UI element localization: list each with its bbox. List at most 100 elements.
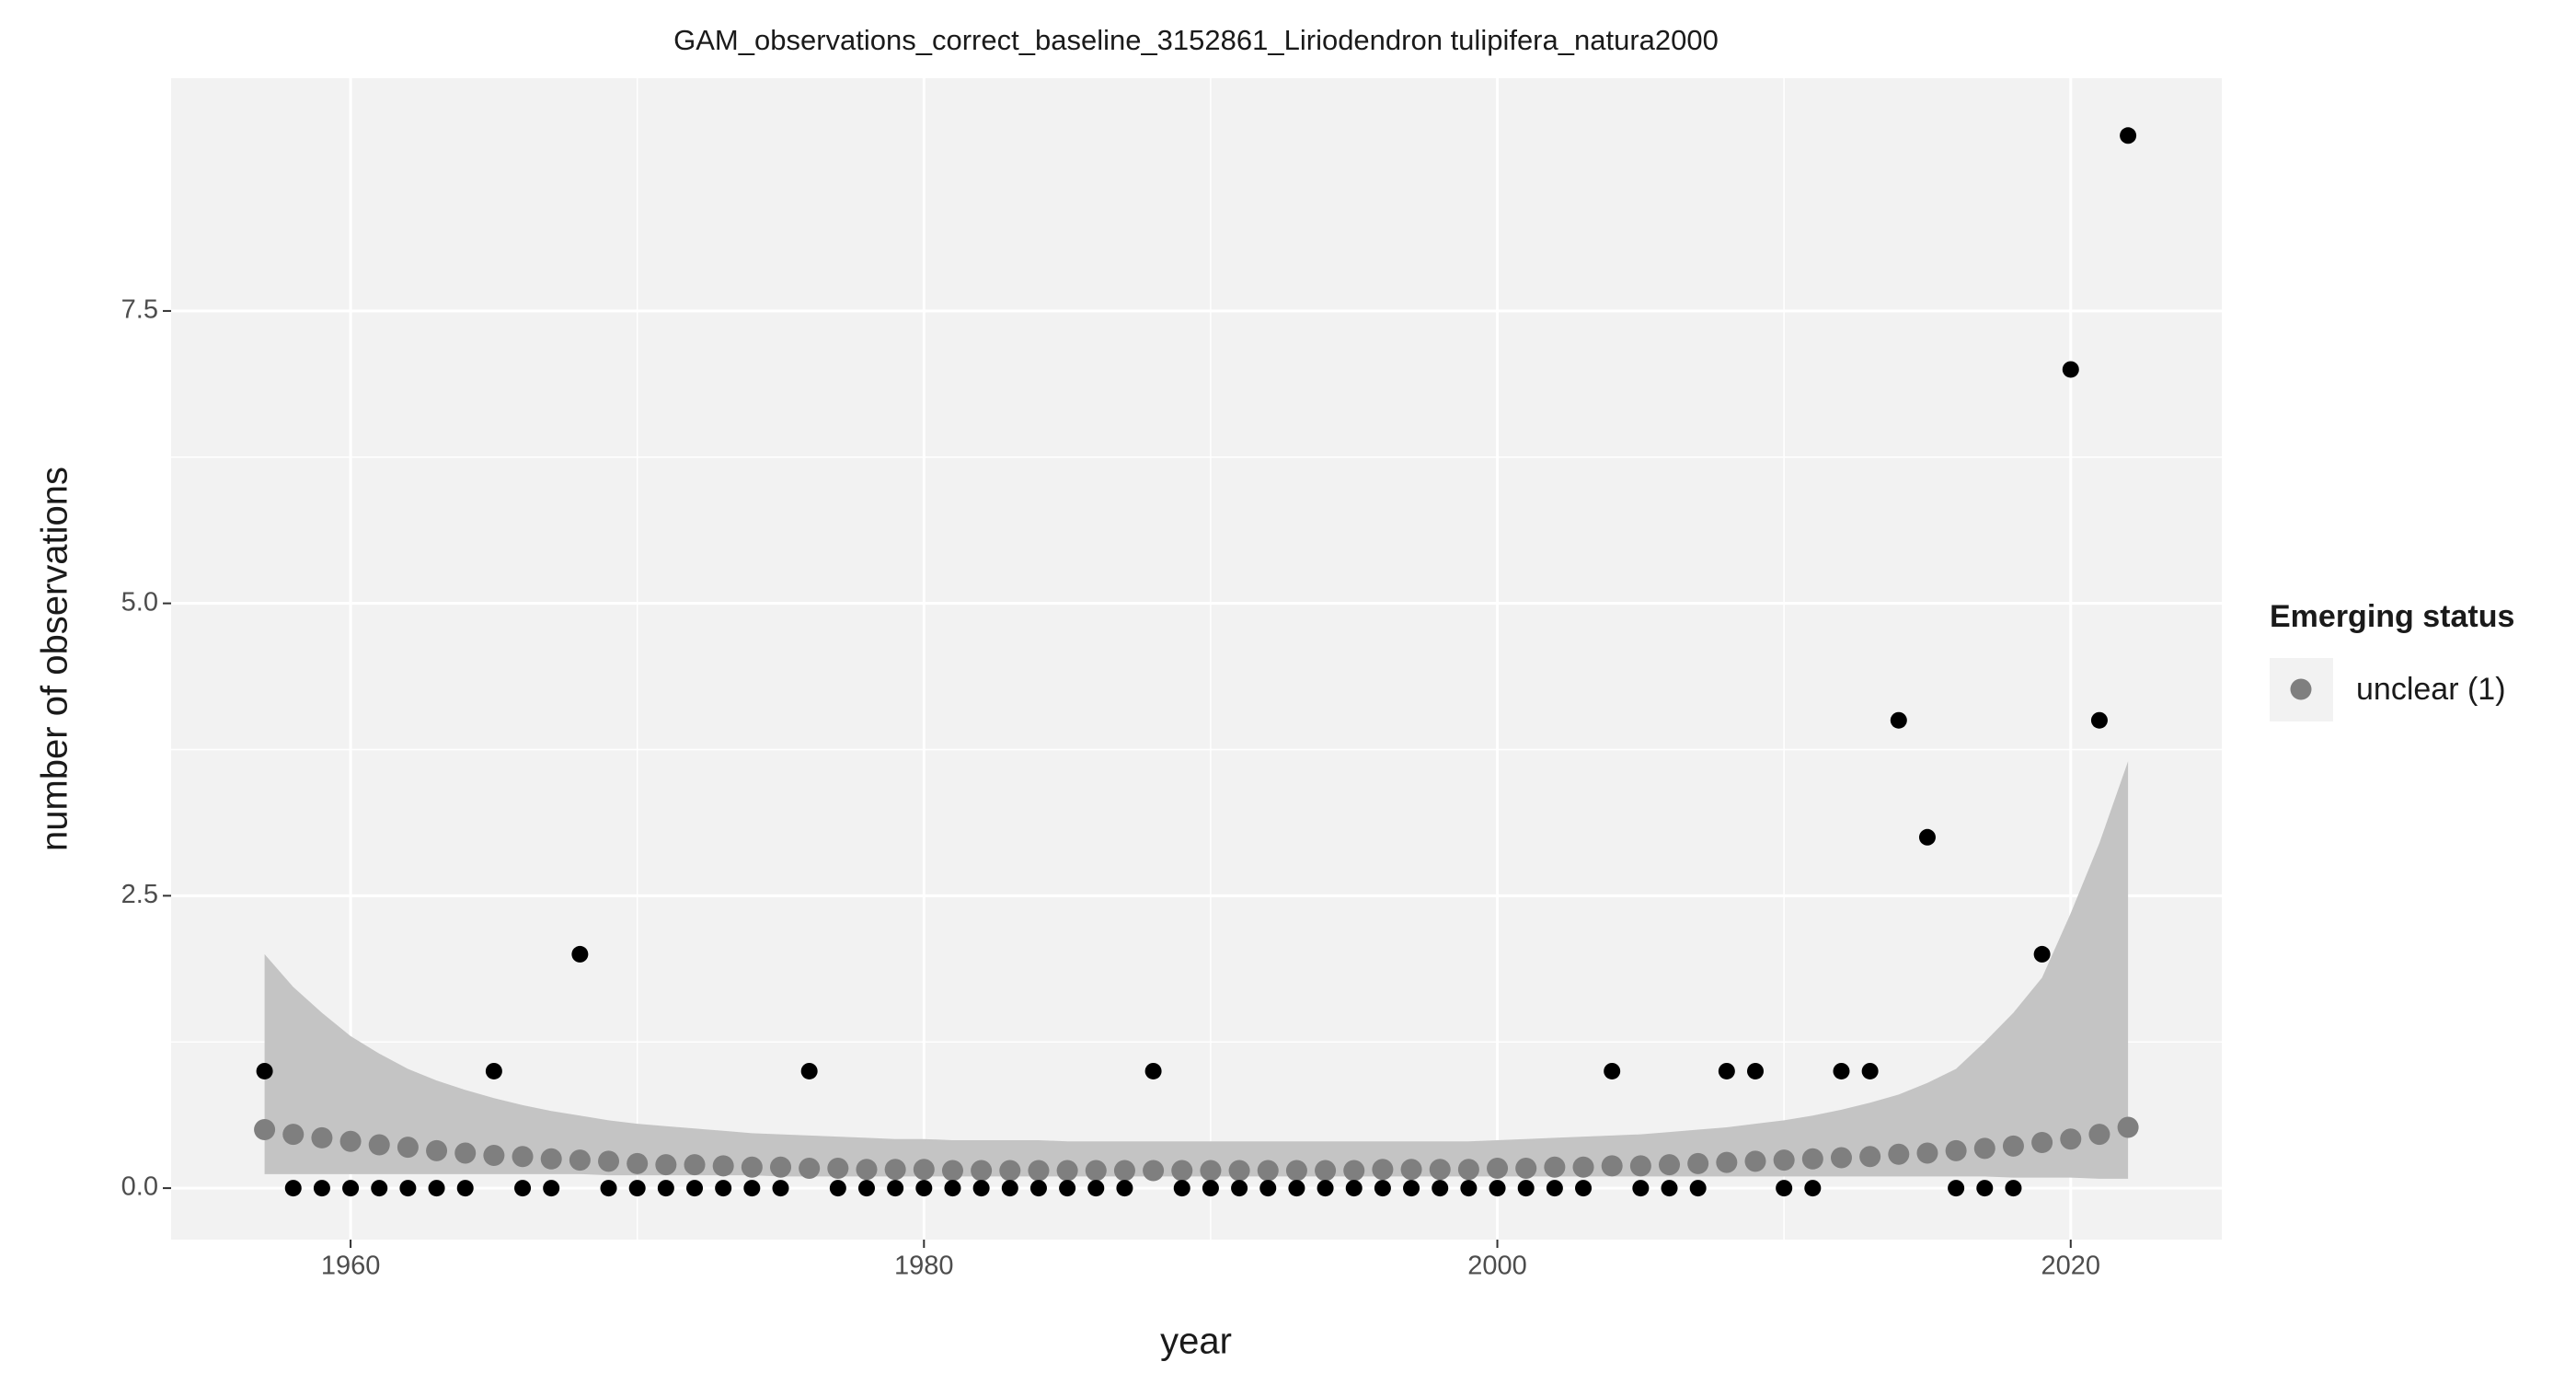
- observation-point: [1575, 1180, 1593, 1197]
- legend-title: Emerging status: [2270, 599, 2514, 634]
- fit-point: [569, 1149, 591, 1171]
- fit-point: [2002, 1135, 2024, 1157]
- observation-point: [2120, 127, 2137, 144]
- observation-point: [1432, 1180, 1449, 1197]
- fit-point: [254, 1119, 276, 1141]
- fit-point: [512, 1146, 534, 1168]
- observation-point: [772, 1180, 789, 1197]
- observation-point: [1345, 1180, 1363, 1197]
- fit-point: [1830, 1147, 1852, 1169]
- fit-point: [1457, 1159, 1479, 1181]
- observation-point: [915, 1180, 933, 1197]
- observation-point: [743, 1180, 761, 1197]
- observation-point: [887, 1180, 904, 1197]
- observation-point: [1489, 1180, 1506, 1197]
- observation-point: [1202, 1180, 1219, 1197]
- observation-point: [1001, 1180, 1018, 1197]
- fit-point: [1629, 1155, 1651, 1177]
- observation-point: [256, 1062, 273, 1079]
- fit-point: [2060, 1128, 2082, 1150]
- fit-point: [397, 1137, 419, 1159]
- fit-point: [1601, 1155, 1623, 1177]
- y-tick-label: 7.5: [121, 295, 158, 325]
- fit-point: [1487, 1157, 1509, 1179]
- observation-point: [1776, 1180, 1793, 1197]
- observation-point: [1374, 1180, 1391, 1197]
- fit-point: [540, 1148, 562, 1170]
- observation-point: [1890, 711, 1907, 729]
- fit-point: [799, 1157, 821, 1179]
- observation-point: [1288, 1180, 1305, 1197]
- observation-point: [1948, 1180, 1965, 1197]
- observation-point: [1173, 1180, 1190, 1197]
- fit-point: [655, 1154, 677, 1176]
- fit-point: [1888, 1143, 1910, 1165]
- fit-point: [1544, 1156, 1566, 1178]
- fit-point: [1143, 1160, 1165, 1182]
- observation-point: [1718, 1062, 1735, 1079]
- observation-point: [944, 1180, 961, 1197]
- observation-point: [857, 1180, 875, 1197]
- y-tick-label: 5.0: [121, 587, 158, 617]
- observation-point: [342, 1180, 360, 1197]
- fit-point: [1085, 1160, 1107, 1182]
- y-tick-label: 0.0: [121, 1172, 158, 1202]
- observation-point: [657, 1180, 674, 1197]
- grid: [171, 78, 2222, 1240]
- fit-point: [999, 1160, 1021, 1182]
- observation-point: [1833, 1062, 1850, 1079]
- fit-point: [941, 1160, 963, 1182]
- observation-point: [313, 1180, 330, 1197]
- panel-background: [171, 78, 2222, 1240]
- observation-point: [399, 1180, 417, 1197]
- confidence-ribbon: [264, 761, 2129, 1179]
- fit-point: [368, 1134, 390, 1156]
- observation-point: [1517, 1180, 1535, 1197]
- observation-point: [1546, 1180, 1563, 1197]
- fit-point: [1773, 1149, 1795, 1171]
- observation-point: [1116, 1180, 1133, 1197]
- observation-point: [1918, 828, 1936, 846]
- observation-point: [284, 1180, 302, 1197]
- observation-point: [1144, 1062, 1162, 1079]
- fit-point: [454, 1142, 477, 1164]
- fit-point: [1801, 1148, 1823, 1170]
- observation-point: [686, 1180, 704, 1197]
- fit-point: [1372, 1159, 1394, 1181]
- fit-point: [1400, 1159, 1422, 1181]
- fit-point: [1859, 1146, 1881, 1168]
- fit-point: [856, 1159, 878, 1181]
- legend-marker: [2290, 678, 2312, 700]
- fit-point: [1515, 1157, 1537, 1179]
- fit-point: [1171, 1160, 1193, 1182]
- fit-point: [712, 1155, 734, 1177]
- observation-point: [1804, 1180, 1822, 1197]
- x-axis-title: year: [1160, 1322, 1232, 1362]
- x-tick-label: 1980: [894, 1252, 954, 1281]
- x-tick-label: 1960: [321, 1252, 381, 1281]
- fit-point: [2088, 1124, 2110, 1146]
- fit-point: [1285, 1160, 1307, 1182]
- fit-point: [884, 1159, 906, 1181]
- fit-point: [2031, 1132, 2053, 1154]
- fit-point: [1687, 1152, 1709, 1174]
- observation-point: [485, 1062, 502, 1079]
- fit-point: [1744, 1150, 1766, 1172]
- observation-point: [829, 1180, 846, 1197]
- observation-point: [1029, 1180, 1047, 1197]
- legend-label: unclear (1): [2356, 672, 2506, 707]
- y-axis-title: number of observations: [35, 467, 75, 851]
- observation-point: [428, 1180, 445, 1197]
- fit-point: [1056, 1160, 1078, 1182]
- fit-point: [1973, 1137, 1995, 1160]
- observation-point: [2005, 1180, 2022, 1197]
- observation-point: [1059, 1180, 1076, 1197]
- observation-point: [543, 1180, 560, 1197]
- observation-point: [800, 1062, 818, 1079]
- y-tick-label: 2.5: [121, 880, 158, 909]
- fit-point: [827, 1157, 849, 1179]
- observation-point: [1403, 1180, 1420, 1197]
- observation-point: [571, 945, 589, 963]
- observation-point: [456, 1180, 474, 1197]
- fit-point: [627, 1152, 649, 1174]
